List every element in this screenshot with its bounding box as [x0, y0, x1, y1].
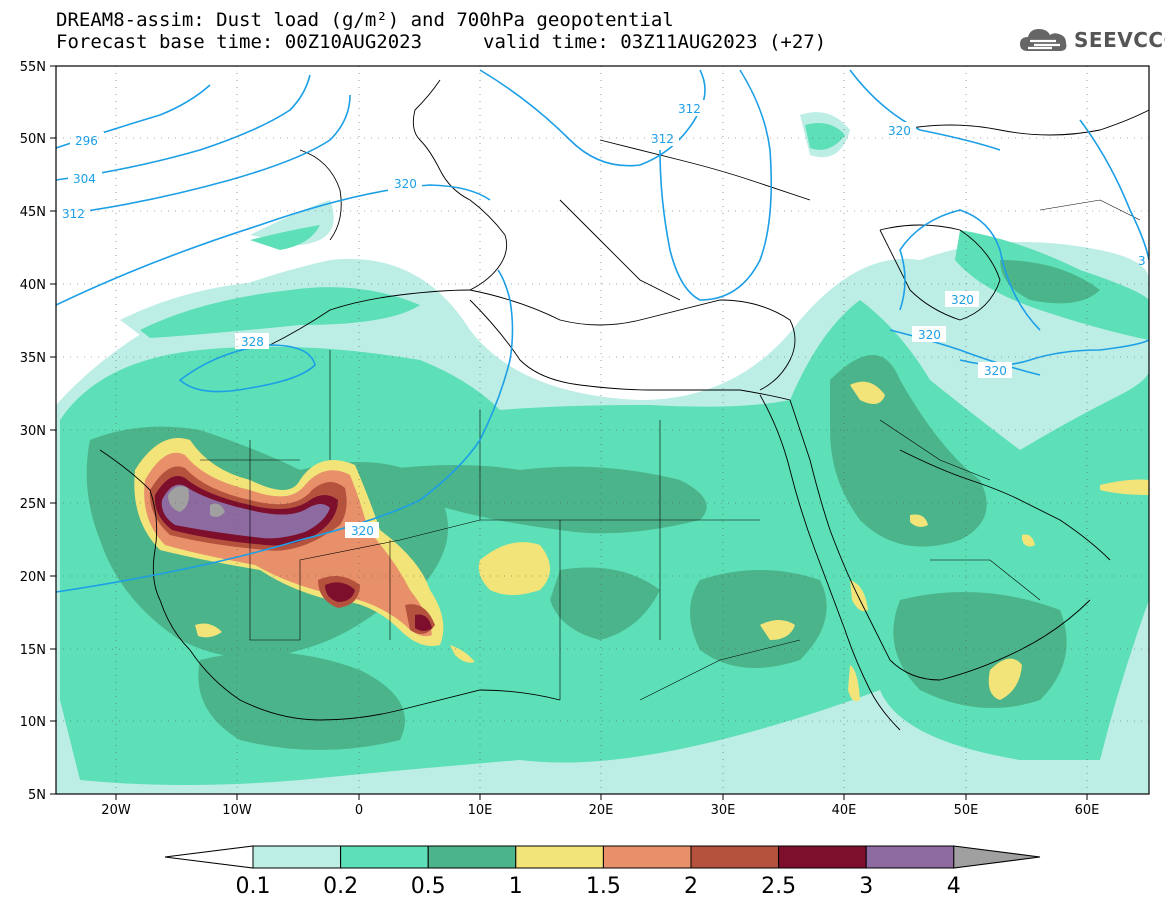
- colorbar-tick: 0.2: [323, 874, 358, 899]
- lat-label: 40N: [20, 278, 46, 293]
- lat-label: 35N: [20, 351, 46, 366]
- geopotential-contours: [56, 69, 1149, 593]
- lon-label: 10W: [222, 803, 252, 818]
- lat-label: 20N: [20, 570, 46, 585]
- colorbar-tick: 3: [859, 874, 873, 899]
- logo-text: SEEVCCC: [1074, 28, 1165, 52]
- lon-label: 20E: [589, 803, 614, 818]
- contour-label: 3: [1138, 254, 1146, 268]
- colorbar-tick: 0.1: [236, 874, 271, 899]
- colorbar-segment: [778, 845, 867, 869]
- lon-label: 20W: [101, 803, 131, 818]
- lon-label: 60E: [1075, 803, 1100, 818]
- colorbar-tick: 1: [509, 874, 523, 899]
- colorbar-segment: [602, 845, 692, 869]
- lon-label: 10E: [468, 803, 493, 818]
- map-title: DREAM8-assim: Dust load (g/m²) and 700hP…: [56, 9, 674, 31]
- contour-label: 320: [951, 293, 974, 307]
- contour-label: 328: [241, 335, 264, 349]
- dust-fields: 296 304 312 320 312 312 320 328 320 320 …: [56, 66, 1149, 794]
- lon-label: 40E: [832, 803, 857, 818]
- contour-label: 304: [73, 172, 96, 186]
- colorbar-segment: [252, 845, 342, 869]
- colorbar-labels: 0.1 0.2 0.5 1 1.5 2 2.5 3 4: [236, 874, 961, 899]
- country-borders: [200, 199, 1141, 701]
- colorbar-low-arrow: [164, 845, 254, 869]
- colorbar-tick: 4: [947, 874, 961, 899]
- contour-label: 312: [651, 132, 674, 146]
- colorbar-segment: [427, 845, 517, 869]
- valid-time: valid time: 03Z11AUG2023 (+27): [483, 31, 827, 53]
- colorbar-tick: 2.5: [761, 874, 796, 899]
- colorbar-high-arrow: [953, 845, 1041, 869]
- contour-label: 320: [918, 328, 941, 342]
- colorbar-segment: [690, 845, 780, 869]
- coastlines: [99, 79, 1149, 731]
- contour-label: 296: [75, 134, 98, 148]
- contour-labels: 296 304 312 320 312 312 320 328 320 320 …: [56, 100, 1146, 538]
- lat-label: 30N: [20, 424, 46, 439]
- axis-ticks: [50, 65, 1088, 800]
- lat-label: 5N: [28, 788, 46, 803]
- contour-label: 320: [984, 364, 1007, 378]
- latitude-labels: 55N 50N 45N 40N 35N 30N 25N 20N 15N 10N …: [20, 60, 46, 803]
- seevccc-logo: SEEVCCC: [1018, 22, 1165, 58]
- contour-label: 320: [888, 124, 911, 138]
- lon-label: 30E: [711, 803, 736, 818]
- forecast-base-time: Forecast base time: 00Z10AUG2023: [56, 31, 423, 53]
- colorbar-segment: [865, 845, 955, 869]
- graticule: [56, 66, 1149, 794]
- contour-label: 312: [678, 102, 701, 116]
- longitude-labels: 20W 10W 0 10E 20E 30E 40E 50E 60E: [101, 803, 1099, 818]
- lat-label: 25N: [20, 497, 46, 512]
- cloud-icon: [1020, 29, 1067, 51]
- lat-label: 45N: [20, 205, 46, 220]
- lat-label: 15N: [20, 643, 46, 658]
- colorbar-tick: 1.5: [586, 874, 621, 899]
- colorbar-tick: 2: [684, 874, 698, 899]
- contour-label: 320: [394, 177, 417, 191]
- lat-label: 10N: [20, 715, 46, 730]
- contour-label: 312: [62, 207, 85, 221]
- colorbar: [164, 845, 1041, 869]
- colorbar-segment: [340, 845, 429, 869]
- colorbar-tick: 0.5: [411, 874, 446, 899]
- lat-label: 50N: [20, 132, 46, 147]
- lat-label: 55N: [20, 60, 46, 75]
- lon-label: 50E: [954, 803, 979, 818]
- lon-label: 0: [355, 803, 363, 818]
- colorbar-segment: [515, 845, 604, 869]
- contour-label: 320: [351, 524, 374, 538]
